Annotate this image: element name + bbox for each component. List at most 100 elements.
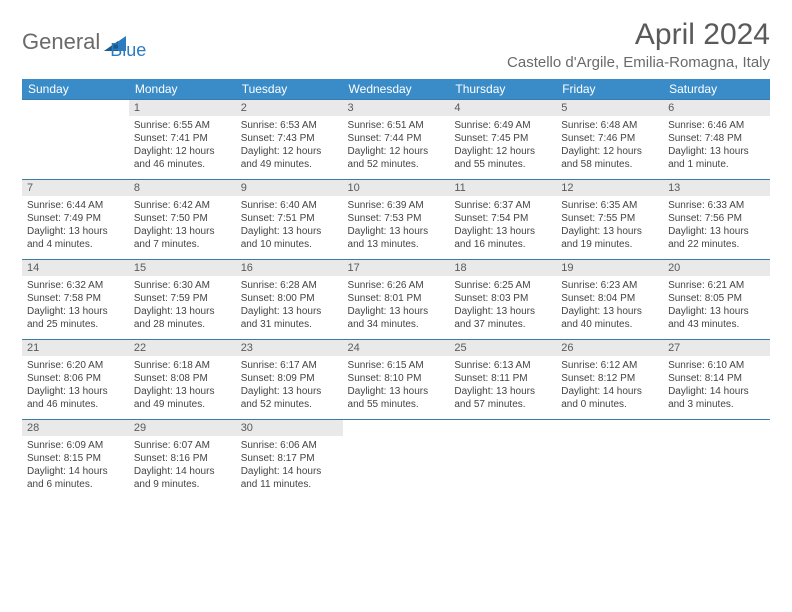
day-cell: 6Sunrise: 6:46 AMSunset: 7:48 PMDaylight… <box>663 100 770 180</box>
day-number: 9 <box>236 180 343 196</box>
sunset: Sunset: 7:41 PM <box>134 132 231 145</box>
sunset: Sunset: 7:49 PM <box>27 212 124 225</box>
sunset: Sunset: 7:54 PM <box>454 212 551 225</box>
day-cell: 18Sunrise: 6:25 AMSunset: 8:03 PMDayligh… <box>449 260 556 340</box>
daylight: Daylight: 13 hours and 37 minutes. <box>454 305 551 331</box>
daylight: Daylight: 13 hours and 13 minutes. <box>348 225 445 251</box>
day-cell: 5Sunrise: 6:48 AMSunset: 7:46 PMDaylight… <box>556 100 663 180</box>
day-cell: 19Sunrise: 6:23 AMSunset: 8:04 PMDayligh… <box>556 260 663 340</box>
logo: General Blue <box>22 22 146 61</box>
sunset: Sunset: 7:45 PM <box>454 132 551 145</box>
day-cell <box>449 420 556 500</box>
daylight: Daylight: 13 hours and 46 minutes. <box>27 385 124 411</box>
sunrise: Sunrise: 6:13 AM <box>454 359 551 372</box>
daylight: Daylight: 13 hours and 34 minutes. <box>348 305 445 331</box>
sunset: Sunset: 8:15 PM <box>27 452 124 465</box>
daylight: Daylight: 13 hours and 43 minutes. <box>668 305 765 331</box>
day-body: Sunrise: 6:21 AMSunset: 8:05 PMDaylight:… <box>663 276 770 339</box>
daylight: Daylight: 13 hours and 55 minutes. <box>348 385 445 411</box>
dow-friday: Friday <box>556 79 663 100</box>
day-body: Sunrise: 6:13 AMSunset: 8:11 PMDaylight:… <box>449 356 556 419</box>
sunset: Sunset: 7:58 PM <box>27 292 124 305</box>
day-number: 11 <box>449 180 556 196</box>
day-body: Sunrise: 6:55 AMSunset: 7:41 PMDaylight:… <box>129 116 236 179</box>
day-number: 24 <box>343 340 450 356</box>
day-body: Sunrise: 6:53 AMSunset: 7:43 PMDaylight:… <box>236 116 343 179</box>
sunrise: Sunrise: 6:12 AM <box>561 359 658 372</box>
sunrise: Sunrise: 6:35 AM <box>561 199 658 212</box>
sunset: Sunset: 8:01 PM <box>348 292 445 305</box>
sunrise: Sunrise: 6:46 AM <box>668 119 765 132</box>
day-body: Sunrise: 6:20 AMSunset: 8:06 PMDaylight:… <box>22 356 129 419</box>
sunrise: Sunrise: 6:39 AM <box>348 199 445 212</box>
day-of-week-row: Sunday Monday Tuesday Wednesday Thursday… <box>22 79 770 100</box>
day-number: 1 <box>129 100 236 116</box>
day-body: Sunrise: 6:44 AMSunset: 7:49 PMDaylight:… <box>22 196 129 259</box>
sunrise: Sunrise: 6:53 AM <box>241 119 338 132</box>
day-number: 4 <box>449 100 556 116</box>
day-cell <box>663 420 770 500</box>
sunrise: Sunrise: 6:44 AM <box>27 199 124 212</box>
logo-text-blue: Blue <box>110 40 146 61</box>
sunrise: Sunrise: 6:37 AM <box>454 199 551 212</box>
sunset: Sunset: 8:12 PM <box>561 372 658 385</box>
daylight: Daylight: 12 hours and 46 minutes. <box>134 145 231 171</box>
day-body: Sunrise: 6:40 AMSunset: 7:51 PMDaylight:… <box>236 196 343 259</box>
dow-tuesday: Tuesday <box>236 79 343 100</box>
day-number: 20 <box>663 260 770 276</box>
sunrise: Sunrise: 6:10 AM <box>668 359 765 372</box>
day-number: 26 <box>556 340 663 356</box>
daylight: Daylight: 13 hours and 31 minutes. <box>241 305 338 331</box>
day-cell: 3Sunrise: 6:51 AMSunset: 7:44 PMDaylight… <box>343 100 450 180</box>
title-block: April 2024 Castello d'Argile, Emilia-Rom… <box>507 18 770 71</box>
daylight: Daylight: 13 hours and 57 minutes. <box>454 385 551 411</box>
sunrise: Sunrise: 6:51 AM <box>348 119 445 132</box>
sunset: Sunset: 7:51 PM <box>241 212 338 225</box>
daylight: Daylight: 13 hours and 7 minutes. <box>134 225 231 251</box>
day-number: 28 <box>22 420 129 436</box>
week-row: 14Sunrise: 6:32 AMSunset: 7:58 PMDayligh… <box>22 260 770 340</box>
day-number: 10 <box>343 180 450 196</box>
day-body: Sunrise: 6:48 AMSunset: 7:46 PMDaylight:… <box>556 116 663 179</box>
daylight: Daylight: 13 hours and 28 minutes. <box>134 305 231 331</box>
day-cell: 13Sunrise: 6:33 AMSunset: 7:56 PMDayligh… <box>663 180 770 260</box>
header: General Blue April 2024 Castello d'Argil… <box>22 18 770 71</box>
daylight: Daylight: 13 hours and 4 minutes. <box>27 225 124 251</box>
day-cell <box>556 420 663 500</box>
day-number: 17 <box>343 260 450 276</box>
day-body: Sunrise: 6:30 AMSunset: 7:59 PMDaylight:… <box>129 276 236 339</box>
day-cell: 24Sunrise: 6:15 AMSunset: 8:10 PMDayligh… <box>343 340 450 420</box>
day-cell: 2Sunrise: 6:53 AMSunset: 7:43 PMDaylight… <box>236 100 343 180</box>
day-cell: 30Sunrise: 6:06 AMSunset: 8:17 PMDayligh… <box>236 420 343 500</box>
day-number: 3 <box>343 100 450 116</box>
sunset: Sunset: 8:17 PM <box>241 452 338 465</box>
sunrise: Sunrise: 6:28 AM <box>241 279 338 292</box>
dow-sunday: Sunday <box>22 79 129 100</box>
day-body <box>556 424 663 482</box>
sunrise: Sunrise: 6:20 AM <box>27 359 124 372</box>
day-cell: 15Sunrise: 6:30 AMSunset: 7:59 PMDayligh… <box>129 260 236 340</box>
sunrise: Sunrise: 6:33 AM <box>668 199 765 212</box>
day-body: Sunrise: 6:46 AMSunset: 7:48 PMDaylight:… <box>663 116 770 179</box>
sunrise: Sunrise: 6:09 AM <box>27 439 124 452</box>
day-body <box>663 424 770 482</box>
sunset: Sunset: 7:44 PM <box>348 132 445 145</box>
sunset: Sunset: 8:06 PM <box>27 372 124 385</box>
sunset: Sunset: 7:56 PM <box>668 212 765 225</box>
day-body: Sunrise: 6:25 AMSunset: 8:03 PMDaylight:… <box>449 276 556 339</box>
daylight: Daylight: 13 hours and 49 minutes. <box>134 385 231 411</box>
day-cell: 17Sunrise: 6:26 AMSunset: 8:01 PMDayligh… <box>343 260 450 340</box>
location: Castello d'Argile, Emilia-Romagna, Italy <box>507 54 770 71</box>
day-number: 30 <box>236 420 343 436</box>
daylight: Daylight: 14 hours and 9 minutes. <box>134 465 231 491</box>
sunset: Sunset: 8:11 PM <box>454 372 551 385</box>
day-number: 8 <box>129 180 236 196</box>
daylight: Daylight: 14 hours and 0 minutes. <box>561 385 658 411</box>
sunrise: Sunrise: 6:48 AM <box>561 119 658 132</box>
day-number: 6 <box>663 100 770 116</box>
day-body: Sunrise: 6:35 AMSunset: 7:55 PMDaylight:… <box>556 196 663 259</box>
daylight: Daylight: 12 hours and 58 minutes. <box>561 145 658 171</box>
sunset: Sunset: 8:14 PM <box>668 372 765 385</box>
dow-saturday: Saturday <box>663 79 770 100</box>
daylight: Daylight: 13 hours and 19 minutes. <box>561 225 658 251</box>
